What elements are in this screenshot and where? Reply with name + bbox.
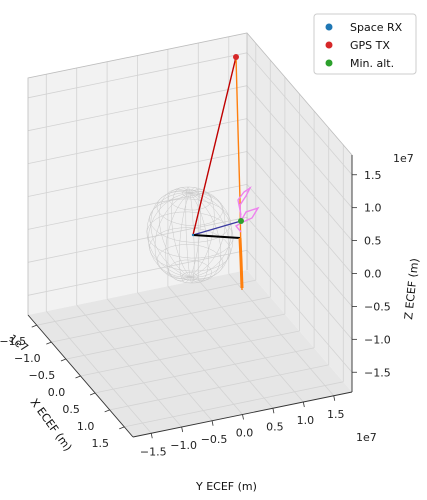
grid-line — [124, 381, 344, 428]
z-tick-label: −1.5 — [364, 366, 391, 379]
x-tick-mark — [104, 409, 110, 413]
z-tick-label: 1.0 — [364, 202, 382, 215]
earth-meridian — [146, 192, 191, 278]
marker-points — [191, 54, 244, 237]
z-tick-label: −1.0 — [364, 333, 391, 346]
z-tick-label: −0.5 — [364, 300, 391, 313]
z-tick-label: 1.5 — [364, 169, 382, 182]
earth-meridian — [158, 189, 191, 278]
z-axis-label: Z ECEF (m) — [402, 258, 421, 321]
x-tick-mark — [89, 392, 96, 396]
gps-link-line — [192, 56, 237, 236]
earth-meridian — [185, 186, 191, 278]
z-scale-label: 1e7 — [393, 152, 414, 165]
y-tick-label: −1.5 — [140, 445, 167, 458]
grid-line — [137, 292, 243, 415]
rx-track-upper — [237, 185, 252, 222]
grid-line — [246, 85, 353, 208]
earth-meridian — [171, 187, 191, 278]
x-tick-label: −0.5 — [29, 369, 56, 382]
legend-frame — [313, 13, 417, 75]
z-tick-label: 0.5 — [364, 235, 382, 248]
x-tick-mark — [60, 358, 67, 362]
earth-meridian — [150, 191, 191, 278]
y-tick-mark — [150, 433, 153, 439]
earth-meridian — [189, 192, 230, 279]
earth-meridian — [179, 192, 191, 283]
trajectory-traces — [192, 56, 260, 291]
x-tick-label: 1.5 — [92, 437, 110, 450]
legend: Space RX GPS TX Min. alt. — [313, 13, 417, 75]
earth-meridian — [189, 192, 232, 278]
y-tick-label: −1.0 — [170, 439, 197, 452]
y-tick-label: 0.0 — [236, 427, 254, 440]
legend-marker-gps-tx — [325, 41, 333, 49]
grid-line — [246, 52, 353, 176]
earth-meridian — [189, 192, 195, 284]
grid-line — [27, 151, 248, 197]
grid-line — [27, 118, 248, 164]
x-tick-mark — [75, 375, 81, 379]
earth-wireframe — [146, 186, 234, 284]
x-tick-label: 0.0 — [48, 386, 66, 399]
grid-line — [95, 347, 315, 394]
grid-line — [246, 118, 353, 241]
legend-marker-min-alt — [325, 59, 333, 67]
x-tick-mark — [119, 426, 125, 430]
x-tick-label: 0.5 — [62, 403, 80, 416]
x-tick-label: 1.0 — [77, 420, 95, 433]
earth-meridian — [189, 189, 215, 278]
earth-meridian — [154, 192, 191, 279]
grid-line — [246, 151, 353, 274]
orbit-track-lower — [238, 237, 244, 289]
z-tick-label: 0.0 — [364, 268, 382, 281]
legend-label-min-alt: Min. alt. — [350, 57, 394, 70]
x-tick-mark — [31, 324, 37, 328]
earth-meridian — [189, 192, 222, 281]
space-rx-point — [191, 233, 195, 237]
y-tick-mark — [272, 408, 275, 414]
min-alt-point — [238, 218, 244, 224]
y-tick-label: 0.5 — [266, 420, 284, 433]
grid-line — [27, 85, 248, 132]
grid-line — [228, 273, 335, 397]
ground-link-line — [192, 220, 242, 236]
legend-marker-space-rx — [325, 23, 333, 31]
y-tick-mark — [242, 414, 244, 420]
y-tick-label: 1.0 — [297, 414, 315, 427]
x-tick-label: −1.0 — [14, 352, 41, 365]
tick-labels: −1.5−1.0−0.50.00.51.01.5−1.5 −1.0 −0.5 0.0 0… — [0, 169, 391, 459]
y-scale-label: 1e7 — [356, 431, 377, 444]
earth-meridian — [148, 192, 191, 278]
earth-meridian — [165, 192, 191, 281]
y-axis-label: Y ECEF (m) — [195, 480, 257, 493]
grid-line — [27, 52, 248, 99]
earth-meridian — [189, 187, 201, 278]
y-tick-mark — [333, 395, 336, 401]
min-alt-line — [192, 234, 241, 239]
x-tick-mark — [46, 341, 52, 345]
y-tick-mark — [211, 420, 214, 426]
grid-line — [167, 286, 274, 409]
legend-label-space-rx: Space RX — [350, 21, 403, 34]
rx-track-lower — [234, 206, 260, 233]
gps-tx-point — [233, 54, 239, 60]
grid-lines — [27, 32, 353, 438]
y-tick-label: 1.5 — [327, 408, 345, 421]
grid-line — [109, 364, 329, 411]
x-tick-label: −1.5 — [0, 335, 26, 348]
earth-meridian — [189, 191, 226, 278]
y-tick-mark — [302, 401, 305, 408]
y-tick-mark — [181, 426, 184, 433]
y-tick-label: −0.5 — [201, 433, 228, 446]
legend-label-gps-tx: GPS TX — [350, 39, 390, 52]
earth-meridian — [189, 192, 234, 278]
grid-line — [197, 279, 304, 403]
